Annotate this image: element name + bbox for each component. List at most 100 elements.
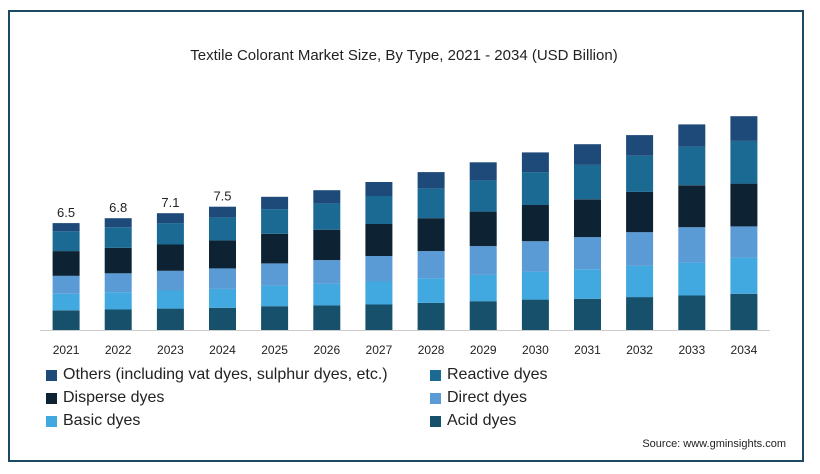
bar-segment-2028-3 bbox=[417, 218, 445, 252]
x-tick-label: 2022 bbox=[105, 343, 132, 357]
x-tick-label: 2028 bbox=[418, 343, 445, 357]
x-tick-label: 2026 bbox=[313, 343, 340, 357]
x-tick-label: 2029 bbox=[470, 343, 497, 357]
bar-segment-2031-3 bbox=[574, 199, 601, 238]
bar-segment-2024-4 bbox=[209, 217, 236, 241]
bar-segment-2034-0 bbox=[730, 293, 758, 330]
legend-label: Direct dyes bbox=[447, 389, 528, 406]
bar-segment-2022-5 bbox=[104, 218, 132, 228]
bar-segment-2032-5 bbox=[626, 135, 654, 156]
bar-segment-2033-3 bbox=[678, 185, 706, 228]
bar-segment-2029-3 bbox=[469, 211, 497, 247]
legend-item: Disperse dyes bbox=[46, 389, 164, 407]
bar-segment-2032-1 bbox=[626, 265, 654, 298]
bar-segment-2028-0 bbox=[417, 302, 445, 330]
legend-item: Others (including vat dyes, sulphur dyes… bbox=[46, 366, 388, 384]
bar-segment-2031-4 bbox=[574, 164, 601, 200]
bar-segment-2034-4 bbox=[730, 140, 758, 184]
bar-segment-2033-1 bbox=[678, 262, 706, 296]
bar-segment-2034-3 bbox=[730, 183, 758, 227]
bar-segment-2021-1 bbox=[52, 293, 80, 311]
chart-title: Textile Colorant Market Size, By Type, 2… bbox=[190, 47, 618, 64]
bar-segment-2025-4 bbox=[261, 209, 289, 234]
bar-segment-2030-3 bbox=[521, 205, 549, 242]
x-tick-label: 2032 bbox=[626, 343, 653, 357]
bar-segment-2032-2 bbox=[626, 232, 654, 266]
bar-segment-2025-0 bbox=[261, 306, 289, 330]
bar-segment-2033-4 bbox=[678, 146, 706, 186]
legend-label: Reactive dyes bbox=[447, 366, 548, 383]
bar-segment-2025-5 bbox=[261, 196, 289, 210]
bar-segment-2026-5 bbox=[313, 190, 341, 204]
bar-segment-2021-0 bbox=[52, 310, 80, 330]
bar-segment-2032-3 bbox=[626, 191, 654, 233]
bar-total-label: 7.5 bbox=[213, 189, 231, 204]
x-tick-label: 2030 bbox=[522, 343, 549, 357]
bar-segment-2021-5 bbox=[52, 223, 80, 232]
bar-segment-2022-0 bbox=[104, 309, 132, 330]
legend-item: Reactive dyes bbox=[430, 366, 548, 384]
bar-segment-2034-5 bbox=[730, 116, 758, 141]
bar-segment-2032-4 bbox=[626, 155, 654, 192]
bar-segment-2023-4 bbox=[156, 223, 184, 245]
bar-segment-2021-4 bbox=[52, 231, 80, 251]
bar-segment-2026-3 bbox=[313, 229, 341, 261]
bar-segment-2022-4 bbox=[104, 227, 132, 248]
bar-segment-2033-5 bbox=[678, 124, 706, 147]
x-tick-label: 2025 bbox=[261, 343, 288, 357]
bar-segment-2026-0 bbox=[313, 305, 341, 330]
legend-item: Acid dyes bbox=[430, 412, 516, 430]
bar-segment-2026-2 bbox=[313, 260, 341, 284]
legend-swatch bbox=[46, 392, 57, 404]
bar-segment-2024-5 bbox=[209, 206, 236, 218]
bar-segment-2031-1 bbox=[574, 269, 601, 299]
legend-label: Acid dyes bbox=[447, 412, 517, 429]
x-tick-label: 2031 bbox=[574, 343, 601, 357]
x-tick-label: 2033 bbox=[678, 343, 705, 357]
bar-segment-2022-2 bbox=[104, 273, 132, 293]
legend-swatch bbox=[430, 415, 441, 427]
bar-segment-2029-5 bbox=[469, 162, 497, 181]
bar-segment-2022-3 bbox=[104, 247, 132, 274]
x-tick-label: 2034 bbox=[731, 343, 758, 357]
bar-segment-2025-1 bbox=[261, 285, 289, 307]
bar-total-label: 6.5 bbox=[57, 205, 75, 220]
bar-segment-2027-2 bbox=[365, 256, 393, 282]
bar-segment-2028-5 bbox=[417, 172, 445, 189]
bar-segment-2025-2 bbox=[261, 263, 289, 286]
bar-segment-2028-2 bbox=[417, 251, 445, 279]
legend-swatch bbox=[46, 415, 57, 427]
bar-segment-2031-2 bbox=[574, 237, 601, 270]
bar-segment-2029-1 bbox=[469, 274, 497, 302]
chart-frame bbox=[8, 10, 804, 462]
x-tick-label: 2023 bbox=[157, 343, 184, 357]
bar-segment-2031-0 bbox=[574, 298, 601, 330]
legend-swatch bbox=[46, 369, 57, 381]
bar-segment-2025-3 bbox=[261, 233, 289, 264]
bar-segment-2027-3 bbox=[365, 223, 393, 256]
bar-total-label: 7.1 bbox=[161, 195, 179, 210]
bar-segment-2023-3 bbox=[156, 244, 184, 271]
bar-segment-2032-0 bbox=[626, 297, 654, 330]
bar-segment-2024-0 bbox=[209, 307, 236, 330]
bar-segment-2028-1 bbox=[417, 278, 445, 303]
bar-segment-2030-4 bbox=[521, 172, 549, 205]
bar-segment-2023-1 bbox=[156, 290, 184, 309]
bar-segment-2024-1 bbox=[209, 288, 236, 308]
legend-label: Others (including vat dyes, sulphur dyes… bbox=[63, 366, 388, 383]
bar-segment-2030-5 bbox=[521, 152, 549, 173]
bar-segment-2033-2 bbox=[678, 227, 706, 263]
legend-item: Basic dyes bbox=[46, 412, 140, 430]
legend-swatch bbox=[430, 369, 441, 381]
x-tick-label: 2024 bbox=[209, 343, 236, 357]
legend-label: Basic dyes bbox=[63, 412, 141, 429]
bar-segment-2021-3 bbox=[52, 251, 80, 276]
bar-segment-2030-0 bbox=[521, 299, 549, 330]
bar-segment-2023-2 bbox=[156, 270, 184, 291]
legend-label: Disperse dyes bbox=[63, 389, 165, 406]
bar-segment-2026-1 bbox=[313, 284, 341, 306]
bar-segment-2034-2 bbox=[730, 226, 758, 258]
bar-segment-2027-0 bbox=[365, 304, 393, 330]
bar-segment-2029-2 bbox=[469, 246, 497, 275]
